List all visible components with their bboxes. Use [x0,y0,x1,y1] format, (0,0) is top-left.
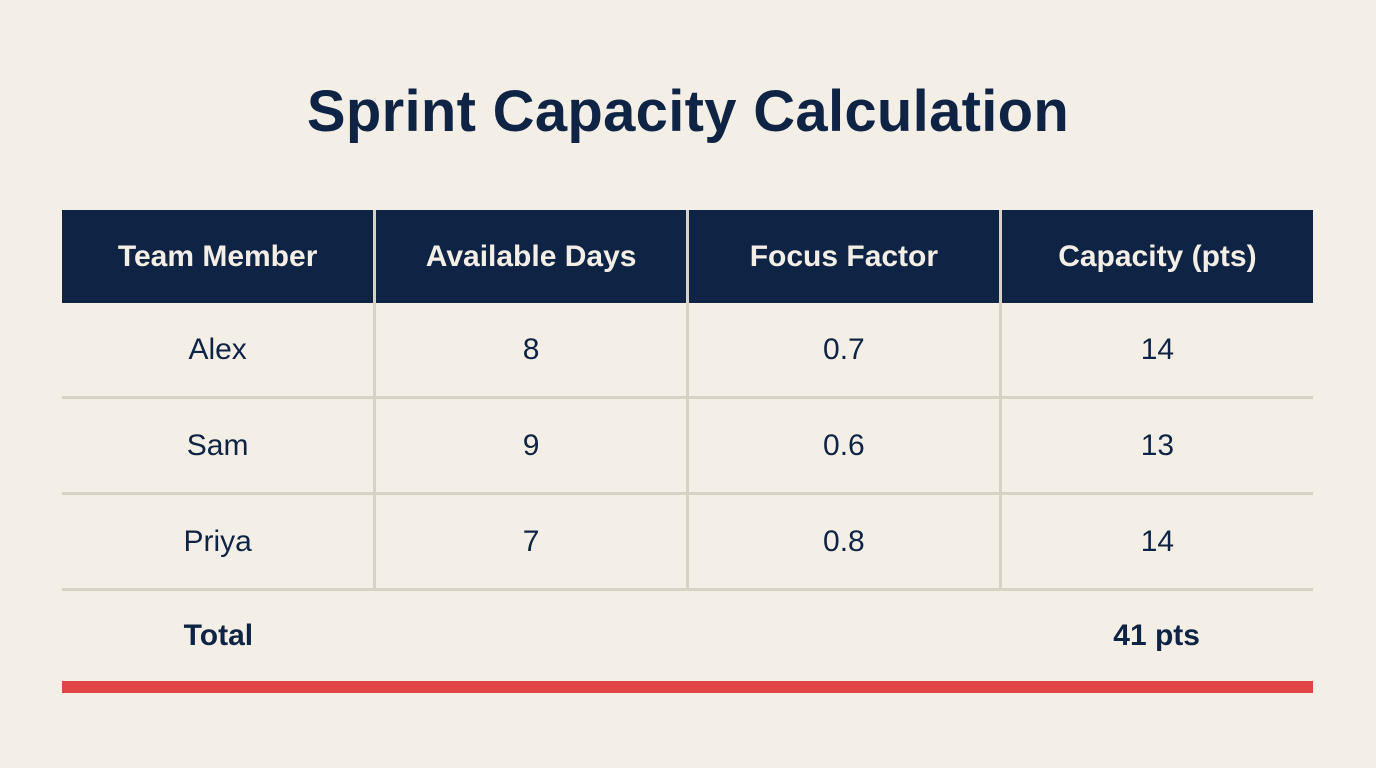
cell-team-member: Priya [62,493,377,591]
total-row: Total 41 pts [62,590,1313,682]
cell-capacity: 14 [1000,303,1313,399]
total-value: 41 pts [1113,619,1200,652]
table-row: Alex 8 0.7 14 [62,303,1313,399]
cell-capacity: 14 [1000,493,1313,591]
cell-team-member: Sam [62,397,377,495]
cell-available-days: 9 [374,397,689,495]
cell-focus-factor: 0.7 [687,303,1002,399]
cell-focus-factor: 0.6 [687,397,1002,495]
table-row: Sam 9 0.6 13 [62,397,1313,495]
total-empty-cell [375,590,688,682]
table-row: Priya 7 0.8 14 [62,493,1313,591]
table-header-row: Team Member Available Days Focus Factor … [62,210,1313,303]
cell-available-days: 8 [374,303,689,399]
total-empty-cell [688,590,1001,682]
cell-team-member: Alex [62,303,377,399]
accent-bar [62,681,1313,693]
cell-available-days: 7 [374,493,689,591]
column-header-focus-factor: Focus Factor [687,210,1002,303]
column-header-available-days: Available Days [374,210,689,303]
cell-focus-factor: 0.8 [687,493,1002,591]
total-label: Total [183,619,254,652]
page-title: Sprint Capacity Calculation [306,79,1070,144]
capacity-table: Team Member Available Days Focus Factor … [62,210,1313,681]
column-header-capacity: Capacity (pts) [1000,210,1313,303]
cell-capacity: 13 [1000,397,1313,495]
column-header-team-member: Team Member [62,210,377,303]
